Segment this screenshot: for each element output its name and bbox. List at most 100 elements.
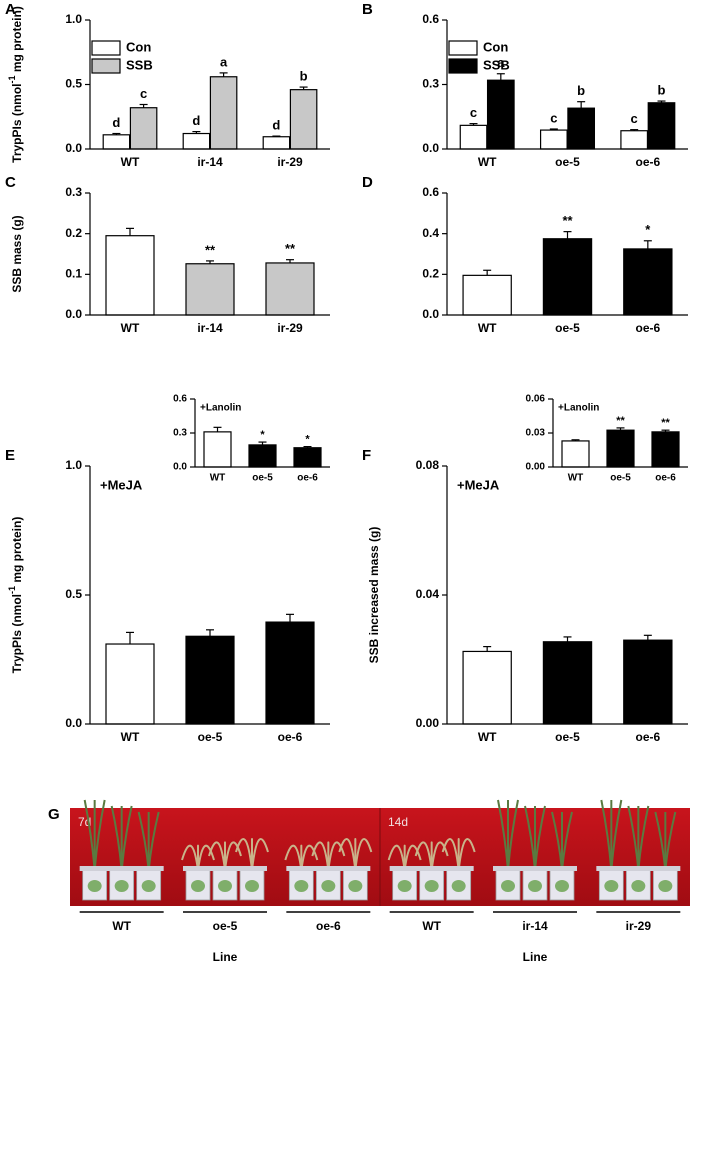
x-tick-label: WT bbox=[121, 730, 140, 744]
plant-leaf bbox=[93, 799, 106, 871]
x-tick-label: oe-6 bbox=[635, 321, 660, 335]
y-tick-label: 0.0 bbox=[65, 307, 82, 321]
pot-tray bbox=[596, 866, 681, 871]
significance-label: c bbox=[631, 111, 638, 126]
bar bbox=[105, 643, 155, 725]
y-tick-label: 0.0 bbox=[65, 716, 82, 730]
significance-label: * bbox=[305, 434, 310, 446]
y-tick-label: 1.0 bbox=[65, 458, 82, 472]
x-tick-label: oe-6 bbox=[635, 155, 660, 169]
y-tick-label: 0.0 bbox=[422, 307, 439, 321]
x-tick-label: WT bbox=[478, 730, 497, 744]
pot-print bbox=[604, 880, 619, 892]
y-tick-label: 0.00 bbox=[526, 462, 546, 473]
pot-tray bbox=[389, 866, 474, 871]
y-tick-label: 0.5 bbox=[65, 587, 82, 601]
plant-leaf bbox=[610, 799, 623, 871]
pot-print bbox=[424, 880, 439, 892]
x-tick-label: oe-5 bbox=[198, 730, 223, 744]
y-tick-label: 0.2 bbox=[65, 226, 82, 240]
y-axis-label-part: TrypPIs (nmol bbox=[10, 83, 24, 162]
y-tick-label: 0.00 bbox=[416, 716, 440, 730]
bar bbox=[129, 107, 158, 150]
pot-print bbox=[555, 880, 569, 892]
group-label: ir-29 bbox=[626, 919, 652, 933]
y-axis-label-part: TrypPIs (nmol bbox=[10, 594, 24, 673]
y-tick-label: 0.6 bbox=[173, 394, 187, 405]
plant-leaf bbox=[197, 844, 215, 871]
y-axis-label: TrypPIs (nmol-1 mg protein) bbox=[7, 6, 24, 163]
y-tick-label: 0.4 bbox=[422, 226, 439, 240]
pot-print bbox=[397, 880, 412, 892]
y-tick-label: 1.0 bbox=[65, 12, 82, 26]
legend-label: SSB bbox=[483, 57, 510, 72]
plant-leaf bbox=[338, 838, 357, 871]
y-tick-label: 0.2 bbox=[422, 267, 439, 281]
bar bbox=[262, 136, 291, 150]
bar bbox=[289, 89, 318, 150]
legend-swatch bbox=[91, 58, 121, 74]
group-label: WT bbox=[112, 919, 131, 933]
y-axis-label-part: -1 bbox=[7, 586, 17, 594]
significance-label: ** bbox=[616, 415, 625, 427]
bar bbox=[185, 263, 235, 316]
plant-leaf bbox=[327, 841, 346, 871]
bar bbox=[606, 429, 635, 468]
x-tick-label: WT bbox=[568, 473, 584, 484]
group-label: oe-5 bbox=[213, 919, 238, 933]
bar bbox=[539, 129, 568, 150]
x-tick-label: WT bbox=[121, 155, 140, 169]
bar bbox=[623, 248, 673, 316]
photo-x-label: Line bbox=[213, 950, 238, 964]
panel-letter: F bbox=[362, 447, 371, 464]
pot-print bbox=[321, 880, 336, 892]
x-tick-label: ir-14 bbox=[197, 155, 223, 169]
x-tick-label: WT bbox=[478, 155, 497, 169]
pot-print bbox=[245, 880, 259, 892]
plant-leaf bbox=[664, 811, 677, 871]
x-tick-label: oe-5 bbox=[555, 155, 580, 169]
plant-leaf bbox=[120, 805, 133, 871]
plant-leaf bbox=[235, 838, 253, 871]
pot-print bbox=[141, 880, 156, 892]
legend-swatch bbox=[448, 40, 478, 56]
pot-tray bbox=[493, 866, 577, 871]
significance-label: d bbox=[112, 115, 120, 130]
bar bbox=[486, 79, 515, 150]
plant-leaf bbox=[561, 811, 573, 871]
note: +Lanolin bbox=[200, 403, 241, 414]
plant-leaf bbox=[224, 841, 242, 871]
bar bbox=[248, 444, 277, 468]
bar bbox=[185, 635, 235, 725]
y-tick-label: 0.1 bbox=[65, 267, 82, 281]
plant-leaf bbox=[181, 844, 199, 871]
y-tick-label: 0.3 bbox=[422, 77, 439, 91]
plant-leaf bbox=[441, 838, 460, 871]
pot-print bbox=[658, 880, 673, 892]
plant-leaf bbox=[284, 844, 303, 871]
plant-leaf bbox=[300, 844, 319, 871]
bar bbox=[462, 650, 512, 725]
photo-x-label: Line bbox=[523, 950, 548, 964]
legend-label: SSB bbox=[126, 57, 153, 72]
x-tick-label: oe-6 bbox=[278, 730, 303, 744]
group-label: ir-14 bbox=[522, 919, 548, 933]
panel-letter: B bbox=[362, 1, 373, 18]
y-tick-label: 0.3 bbox=[173, 428, 187, 439]
bar bbox=[203, 431, 232, 468]
bar bbox=[561, 440, 590, 468]
significance-label: c bbox=[470, 105, 477, 120]
significance-label: c bbox=[140, 86, 147, 101]
bar bbox=[209, 76, 238, 150]
pot-print bbox=[87, 880, 102, 892]
y-tick-label: 0.0 bbox=[173, 462, 187, 473]
note: +Lanolin bbox=[558, 403, 599, 414]
x-tick-label: ir-29 bbox=[277, 155, 303, 169]
bar bbox=[293, 447, 322, 468]
y-tick-label: 0.04 bbox=[416, 587, 440, 601]
plant-leaf bbox=[387, 844, 406, 871]
y-axis-label: SSB mass (g) bbox=[10, 215, 24, 292]
y-axis-label: SSB increased mass (g) bbox=[367, 527, 381, 664]
significance-label: ** bbox=[661, 417, 670, 429]
